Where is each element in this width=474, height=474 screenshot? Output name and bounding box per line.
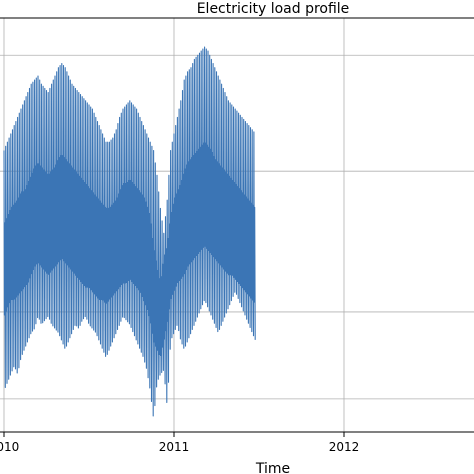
x-tick-label-1: 2011 <box>159 440 190 454</box>
x-axis-ticks: 2010 2011 2012 <box>0 432 359 454</box>
x-axis-label: Time <box>255 461 290 474</box>
x-tick-label-0: 2010 <box>0 440 19 454</box>
series-line <box>3 46 256 417</box>
chart-title: Electricity load profile <box>197 1 350 17</box>
axes-frame <box>0 17 474 433</box>
x-tick-label-2: 2012 <box>329 440 360 454</box>
series-electricity-load <box>3 46 256 417</box>
